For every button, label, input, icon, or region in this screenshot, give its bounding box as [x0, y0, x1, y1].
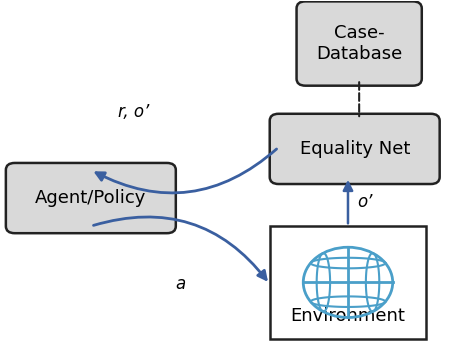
Text: Agent/Policy: Agent/Policy — [35, 189, 147, 207]
FancyBboxPatch shape — [6, 163, 176, 233]
FancyBboxPatch shape — [297, 1, 422, 86]
Text: a: a — [175, 275, 185, 293]
FancyBboxPatch shape — [270, 226, 426, 338]
Text: r, o’: r, o’ — [118, 103, 149, 121]
Text: Case-
Database: Case- Database — [316, 24, 402, 63]
Text: Equality Net: Equality Net — [300, 140, 410, 158]
Text: o’: o’ — [357, 193, 372, 211]
Text: Environment: Environment — [291, 307, 405, 325]
FancyBboxPatch shape — [270, 114, 440, 184]
